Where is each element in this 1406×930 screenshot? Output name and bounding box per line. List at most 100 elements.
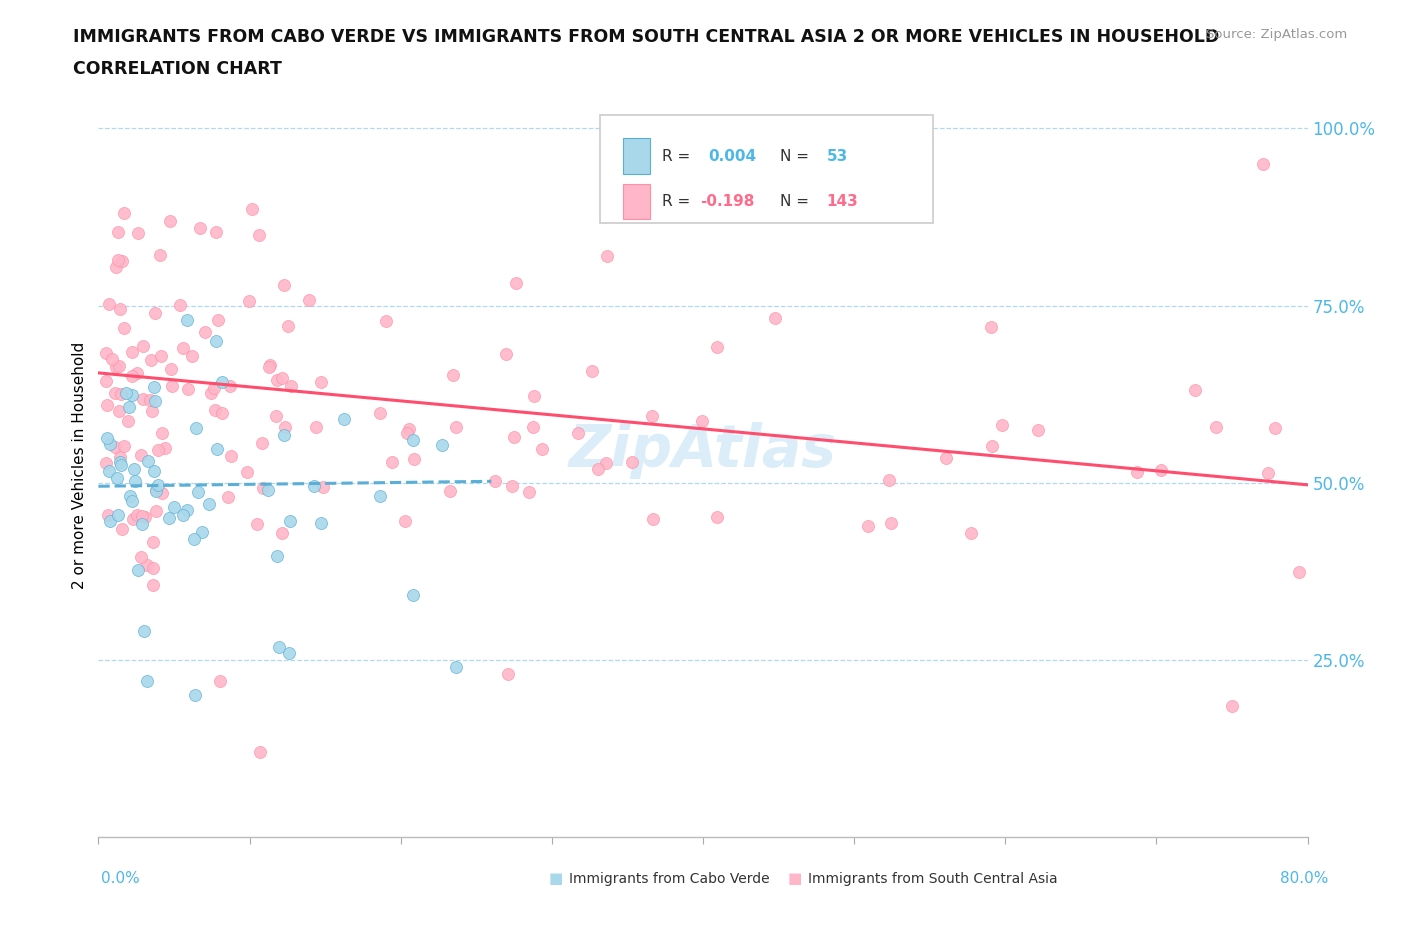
Point	[121, 387, 143, 402]
Point	[266, 372, 288, 387]
Text: 0.004: 0.004	[707, 149, 756, 164]
Point	[105, 471, 128, 485]
Text: R =: R =	[662, 193, 695, 209]
Point	[522, 419, 544, 434]
Point	[142, 578, 165, 592]
Text: Immigrants from Cabo Verde: Immigrants from Cabo Verde	[569, 871, 770, 886]
Text: ■: ■	[548, 871, 562, 886]
Point	[162, 379, 184, 393]
Point	[145, 483, 167, 498]
Point	[139, 352, 162, 367]
Point	[184, 421, 207, 436]
Point	[163, 499, 186, 514]
Point	[1220, 698, 1243, 713]
Point	[136, 558, 159, 573]
Point	[200, 385, 222, 400]
Point	[217, 489, 239, 504]
Point	[98, 297, 121, 312]
Point	[96, 456, 118, 471]
Point	[177, 381, 200, 396]
Point	[143, 393, 166, 408]
Point	[121, 344, 143, 359]
Point	[240, 202, 263, 217]
Point	[211, 405, 233, 420]
Point	[274, 419, 297, 434]
Point	[142, 561, 165, 576]
Point	[990, 418, 1012, 432]
Point	[121, 368, 143, 383]
Point	[402, 432, 425, 447]
Point	[107, 404, 129, 418]
Point	[105, 360, 128, 375]
Point	[441, 367, 464, 382]
Point	[138, 453, 160, 468]
Point	[148, 443, 170, 458]
Point	[143, 305, 166, 320]
Point	[139, 392, 162, 407]
Text: R =: R =	[662, 149, 695, 164]
Point	[207, 313, 229, 328]
Point	[131, 517, 153, 532]
Point	[256, 483, 278, 498]
Point	[141, 404, 163, 418]
Point	[150, 426, 173, 441]
Text: 0.0%: 0.0%	[101, 871, 141, 886]
Point	[194, 325, 217, 339]
Point	[305, 419, 328, 434]
Point	[187, 485, 209, 500]
Point	[368, 488, 391, 503]
Text: Source: ZipAtlas.com: Source: ZipAtlas.com	[1206, 28, 1347, 41]
Point	[160, 361, 183, 376]
Point	[273, 278, 295, 293]
Point	[259, 357, 281, 372]
Point	[143, 379, 166, 394]
Point	[643, 512, 665, 526]
Point	[134, 624, 156, 639]
Point	[205, 442, 228, 457]
FancyBboxPatch shape	[623, 183, 650, 219]
Point	[588, 461, 610, 476]
Point	[96, 431, 118, 445]
Point	[333, 412, 356, 427]
Point	[150, 485, 173, 500]
Point	[523, 389, 546, 404]
Text: Immigrants from South Central Asia: Immigrants from South Central Asia	[808, 871, 1059, 886]
Point	[404, 452, 426, 467]
Point	[188, 220, 211, 235]
Point	[136, 673, 159, 688]
Text: 53: 53	[827, 149, 848, 164]
Text: ■: ■	[787, 871, 801, 886]
Point	[145, 504, 167, 519]
Point	[238, 293, 260, 308]
Point	[202, 381, 225, 396]
Point	[430, 437, 453, 452]
Point	[495, 346, 517, 361]
Point	[278, 645, 301, 660]
Point	[127, 226, 149, 241]
Point	[131, 392, 153, 406]
Point	[297, 292, 319, 307]
Point	[219, 448, 242, 463]
Point	[124, 473, 146, 488]
Point	[1264, 420, 1286, 435]
Point	[402, 588, 425, 603]
Point	[257, 360, 280, 375]
Point	[517, 485, 540, 499]
Text: N =: N =	[780, 149, 814, 164]
Point	[250, 435, 273, 450]
Point	[1125, 464, 1147, 479]
Text: -0.198: -0.198	[700, 193, 755, 209]
Point	[530, 442, 553, 457]
Point	[980, 320, 1002, 335]
Point	[96, 374, 118, 389]
Point	[302, 478, 325, 493]
Point	[125, 508, 148, 523]
Point	[1251, 156, 1274, 171]
Point	[191, 525, 214, 539]
Point	[94, 345, 117, 360]
Point	[107, 224, 129, 239]
Point	[581, 364, 603, 379]
Point	[159, 213, 181, 228]
Point	[252, 481, 274, 496]
Point	[112, 321, 135, 336]
